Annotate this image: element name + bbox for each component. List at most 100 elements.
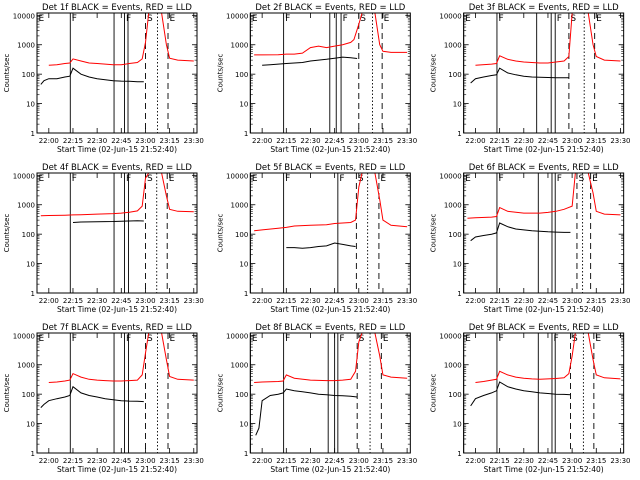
x-tick-label: 22:45 <box>325 457 345 465</box>
x-tick-label: 22:00 <box>465 457 485 465</box>
y-tick-label: 100 <box>448 231 461 239</box>
x-tick-label: 22:30 <box>87 457 107 465</box>
y-tick-label: 1 <box>244 450 248 458</box>
event-marker-label: E <box>170 14 176 24</box>
x-tick-label: 22:00 <box>252 137 272 145</box>
x-tick-label: 22:00 <box>39 297 59 305</box>
x-tick-label: 23:15 <box>160 297 180 305</box>
event-marker-label: F <box>498 174 503 184</box>
event-marker-label: S <box>147 14 153 24</box>
x-tick-label: 22:15 <box>276 297 296 305</box>
x-tick-label: 23:00 <box>562 137 582 145</box>
x-tick-label: 22:45 <box>111 297 131 305</box>
chart-panel: Det 6f BLACK = Events, RED = LLD 1 10 100 10… <box>430 163 631 314</box>
x-tick-label: 23:15 <box>373 137 393 145</box>
x-tick-label: 23:15 <box>160 457 180 465</box>
plot-frame <box>36 12 198 134</box>
x-tick-label: 22:45 <box>538 137 558 145</box>
x-tick-label: 23:00 <box>562 457 582 465</box>
chart-panel: Det 2f BLACK = Events, RED = LLD 1 10 100 10… <box>216 3 417 154</box>
y-tick-label: 1 <box>244 290 248 298</box>
x-tick-label: 22:00 <box>465 137 485 145</box>
event-marker-label: E <box>39 14 45 24</box>
event-marker-label: E <box>252 14 258 24</box>
event-marker-label: F <box>72 334 77 344</box>
event-marker-label: S <box>570 14 576 24</box>
y-axis-label: Counts/sec <box>430 214 438 253</box>
event-marker-label: E <box>595 334 601 344</box>
event-marker-label: E <box>383 334 389 344</box>
x-tick-label: 22:30 <box>514 137 534 145</box>
x-tick-label: 22:45 <box>111 137 131 145</box>
y-tick-label: 100 <box>22 71 35 79</box>
x-axis-label: Start Time (02-Jun-15 21:52:40) <box>270 305 390 314</box>
events-series-line <box>470 67 569 84</box>
x-axis-label: Start Time (02-Jun-15 21:52:40) <box>57 465 177 474</box>
lld-series-line <box>254 13 408 56</box>
x-tick-label: 22:00 <box>39 137 59 145</box>
chart-title: Det 1f BLACK = Events, RED = LLD <box>42 3 192 13</box>
chart-panel: Det 5f BLACK = Events, RED = LLD 1 10 100 10… <box>216 163 417 314</box>
lld-series-line <box>48 13 194 66</box>
chart-panel: Det 8f BLACK = Events, RED = LLD 1 10 100 10… <box>216 323 417 474</box>
x-tick-label: 22:00 <box>252 297 272 305</box>
x-tick-label: 22:15 <box>490 297 510 305</box>
events-series-line <box>262 56 358 66</box>
y-tick-label: 10 <box>26 261 35 269</box>
y-tick-label: 10 <box>453 261 462 269</box>
event-marker-label: E <box>170 334 176 344</box>
lld-series-line <box>467 173 621 219</box>
x-tick-label: 23:00 <box>349 137 369 145</box>
x-tick-label: 22:30 <box>300 457 320 465</box>
events-series-line <box>72 220 144 223</box>
y-tick-label: 1000 <box>444 42 462 50</box>
y-tick-label: 10000 <box>439 172 461 180</box>
x-axis-label: Start Time (02-Jun-15 21:52:40) <box>57 305 177 314</box>
y-axis-label: Counts/sec <box>430 54 438 93</box>
event-marker-label: F <box>498 14 503 24</box>
event-marker-label: F <box>285 334 290 344</box>
x-tick-label: 22:45 <box>325 137 345 145</box>
lld-series-line <box>254 173 408 232</box>
event-marker-label: F <box>557 14 562 24</box>
y-tick-label: 1 <box>31 450 35 458</box>
y-tick-label: 1000 <box>17 42 35 50</box>
x-tick-label: 22:15 <box>63 297 83 305</box>
event-marker-label: F <box>339 174 344 184</box>
y-axis-label: Counts/sec <box>216 374 224 413</box>
event-marker-label: F <box>498 334 503 344</box>
chart-title: Det 5f BLACK = Events, RED = LLD <box>255 163 405 173</box>
y-tick-label: 10000 <box>226 172 248 180</box>
x-tick-label: 23:30 <box>610 137 630 145</box>
y-tick-label: 1 <box>457 290 461 298</box>
y-tick-label: 100 <box>448 71 461 79</box>
x-tick-label: 22:15 <box>276 457 296 465</box>
x-tick-label: 22:45 <box>538 297 558 305</box>
chart-title: Det 9f BLACK = Events, RED = LLD <box>469 323 619 333</box>
y-tick-label: 1000 <box>17 202 35 210</box>
x-tick-label: 23:00 <box>135 297 155 305</box>
x-tick-label: 23:00 <box>349 457 369 465</box>
events-series-line <box>286 242 356 249</box>
y-tick-label: 1000 <box>231 202 249 210</box>
y-tick-label: 10 <box>26 421 35 429</box>
x-tick-label: 22:30 <box>514 297 534 305</box>
y-tick-label: 1000 <box>17 362 35 370</box>
x-tick-label: 22:15 <box>63 457 83 465</box>
chart-title: Det 6f BLACK = Events, RED = LLD <box>469 163 619 173</box>
x-tick-label: 23:15 <box>586 137 606 145</box>
event-marker-label: F <box>553 334 558 344</box>
event-marker-label: F <box>72 174 77 184</box>
chart-title: Det 7f BLACK = Events, RED = LLD <box>42 323 192 333</box>
y-tick-label: 1 <box>457 450 461 458</box>
plot-frame <box>249 172 411 294</box>
y-axis-label: Counts/sec <box>216 54 224 93</box>
x-axis-label: Start Time (02-Jun-15 21:52:40) <box>484 465 604 474</box>
event-marker-label: S <box>147 334 153 344</box>
x-tick-label: 23:30 <box>397 297 417 305</box>
chart-panel: Det 3f BLACK = Events, RED = LLD 1 10 100 10… <box>430 3 631 154</box>
event-marker-label: F <box>285 14 290 24</box>
y-tick-label: 100 <box>22 391 35 399</box>
x-tick-label: 22:00 <box>39 457 59 465</box>
event-marker-label: E <box>169 174 175 184</box>
